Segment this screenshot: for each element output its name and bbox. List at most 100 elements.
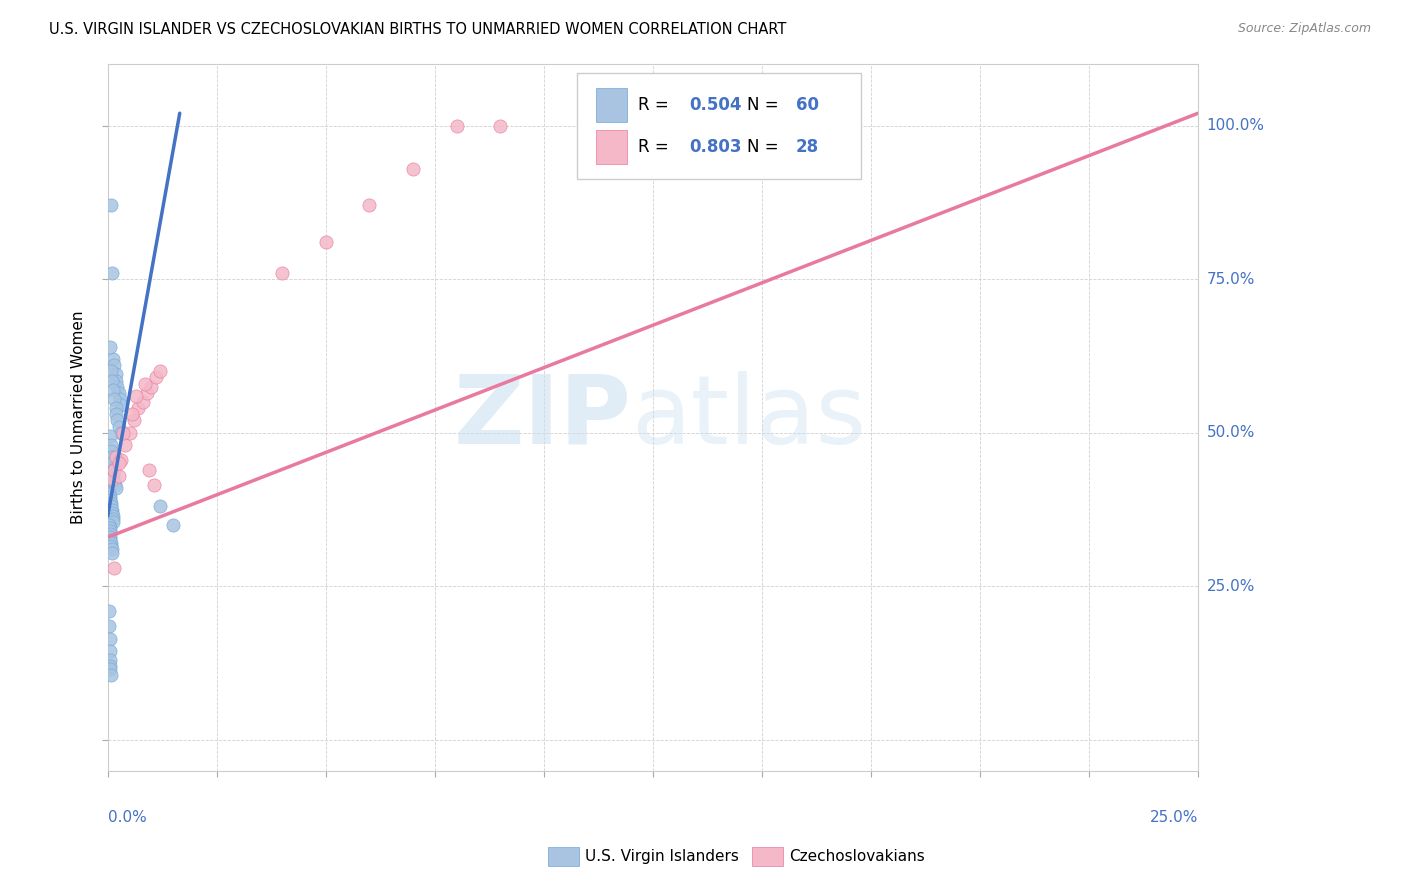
Point: [101, 457, 124, 471]
Point: [100, 536, 122, 550]
Point: [489, 119, 512, 133]
Point: [101, 512, 124, 526]
Text: Czechoslovakians: Czechoslovakians: [789, 849, 925, 863]
Point: [138, 462, 160, 476]
Point: [101, 472, 124, 486]
Point: [110, 398, 132, 412]
Point: [100, 198, 122, 212]
Point: [110, 453, 132, 467]
FancyBboxPatch shape: [576, 72, 862, 179]
Text: ZIP: ZIP: [453, 371, 631, 464]
Point: [103, 462, 125, 476]
Point: [101, 374, 124, 388]
Text: 50.0%: 50.0%: [1206, 425, 1254, 441]
Point: [104, 368, 127, 382]
Point: [122, 413, 145, 427]
Point: [98, 521, 121, 535]
Point: [100, 668, 122, 682]
Point: [101, 545, 124, 559]
Point: [103, 475, 125, 489]
Point: [98, 530, 121, 544]
Point: [104, 478, 127, 492]
Point: [100, 493, 122, 508]
Point: [101, 351, 124, 366]
Point: [271, 266, 294, 280]
Point: [446, 119, 468, 133]
Point: [100, 659, 122, 673]
Point: [105, 407, 128, 421]
Point: [103, 468, 125, 483]
Point: [108, 392, 131, 406]
Point: [101, 506, 124, 520]
Point: [98, 524, 121, 538]
Point: [98, 429, 121, 443]
Point: [101, 462, 124, 476]
Point: [100, 533, 122, 548]
Point: [110, 425, 132, 440]
Point: [149, 500, 172, 514]
Point: [107, 468, 129, 483]
Text: N =: N =: [747, 96, 783, 114]
Text: 100.0%: 100.0%: [1206, 118, 1264, 133]
Text: 25.0%: 25.0%: [1206, 579, 1254, 594]
Point: [98, 644, 121, 658]
Point: [100, 662, 122, 676]
Point: [107, 457, 129, 471]
Point: [125, 389, 148, 403]
Point: [100, 450, 122, 465]
FancyBboxPatch shape: [596, 130, 627, 164]
Point: [107, 385, 129, 400]
Text: 0.504: 0.504: [689, 96, 741, 114]
Point: [127, 401, 149, 416]
Point: [100, 444, 122, 458]
Text: atlas: atlas: [631, 371, 866, 464]
Text: N =: N =: [747, 138, 783, 156]
Text: 60: 60: [796, 96, 818, 114]
Point: [145, 370, 167, 384]
Point: [134, 376, 156, 391]
Text: R =: R =: [638, 138, 673, 156]
Text: R =: R =: [638, 96, 673, 114]
Text: 75.0%: 75.0%: [1206, 272, 1254, 286]
Text: U.S. VIRGIN ISLANDER VS CZECHOSLOVAKIAN BIRTHS TO UNMARRIED WOMEN CORRELATION CH: U.S. VIRGIN ISLANDER VS CZECHOSLOVAKIAN …: [49, 22, 786, 37]
Point: [100, 527, 122, 541]
Point: [105, 379, 128, 393]
Point: [118, 425, 141, 440]
Point: [100, 542, 122, 557]
Point: [149, 364, 172, 378]
Point: [107, 419, 129, 434]
FancyBboxPatch shape: [596, 88, 627, 122]
Point: [100, 502, 122, 516]
Point: [100, 540, 122, 554]
Point: [101, 266, 124, 280]
Point: [141, 379, 163, 393]
Point: [315, 235, 337, 250]
Point: [98, 632, 121, 646]
Point: [131, 395, 153, 409]
Point: [103, 392, 125, 406]
Point: [100, 496, 122, 510]
Point: [98, 340, 121, 354]
Text: 0.803: 0.803: [689, 138, 741, 156]
Point: [104, 401, 127, 416]
Point: [98, 653, 121, 667]
Point: [142, 478, 165, 492]
Point: [104, 481, 127, 495]
Point: [98, 490, 121, 504]
Point: [359, 198, 381, 212]
Text: 28: 28: [796, 138, 818, 156]
Point: [105, 450, 128, 465]
Point: [98, 487, 121, 501]
Point: [162, 517, 184, 532]
Point: [402, 161, 425, 176]
Point: [121, 407, 143, 421]
Point: [100, 500, 122, 514]
Point: [114, 438, 136, 452]
Text: U.S. Virgin Islanders: U.S. Virgin Islanders: [585, 849, 738, 863]
Point: [100, 438, 122, 452]
Point: [105, 413, 128, 427]
Point: [98, 604, 121, 618]
Point: [136, 385, 159, 400]
Point: [101, 508, 124, 523]
Point: [101, 383, 124, 397]
